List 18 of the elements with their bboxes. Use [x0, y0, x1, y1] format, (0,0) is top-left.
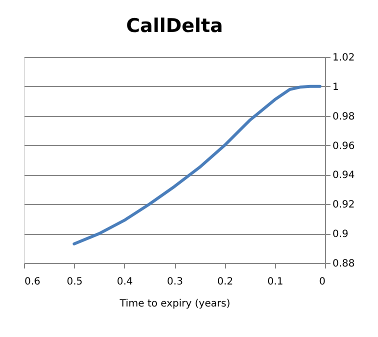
chart-title: CallDelta — [126, 15, 223, 37]
x-tick-label: 0.4 — [116, 276, 133, 288]
y-tick-label: 0.88 — [332, 258, 355, 270]
y-tick-label: 0.98 — [332, 111, 355, 122]
y-tick-label: 0.9 — [332, 229, 348, 240]
y-tick-label: 1.02 — [332, 52, 355, 64]
x-tick-label: 0.2 — [217, 276, 234, 288]
y-tick-label: 0.92 — [332, 200, 355, 211]
x-tick-label: 0.5 — [66, 276, 83, 288]
x-tick-label: 0 — [319, 276, 326, 288]
x-tick-label: 0.6 — [24, 276, 40, 288]
line-series — [72, 84, 322, 246]
x-tick-label: 0.3 — [167, 276, 183, 288]
x-axis-title: Time to expiry (years) — [118, 298, 230, 310]
y-tick-label: 0.94 — [332, 170, 355, 182]
y-tick-label: 0.96 — [332, 140, 355, 152]
y-tick-label: 1 — [332, 82, 339, 93]
x-tick-label: 0.1 — [267, 276, 284, 288]
